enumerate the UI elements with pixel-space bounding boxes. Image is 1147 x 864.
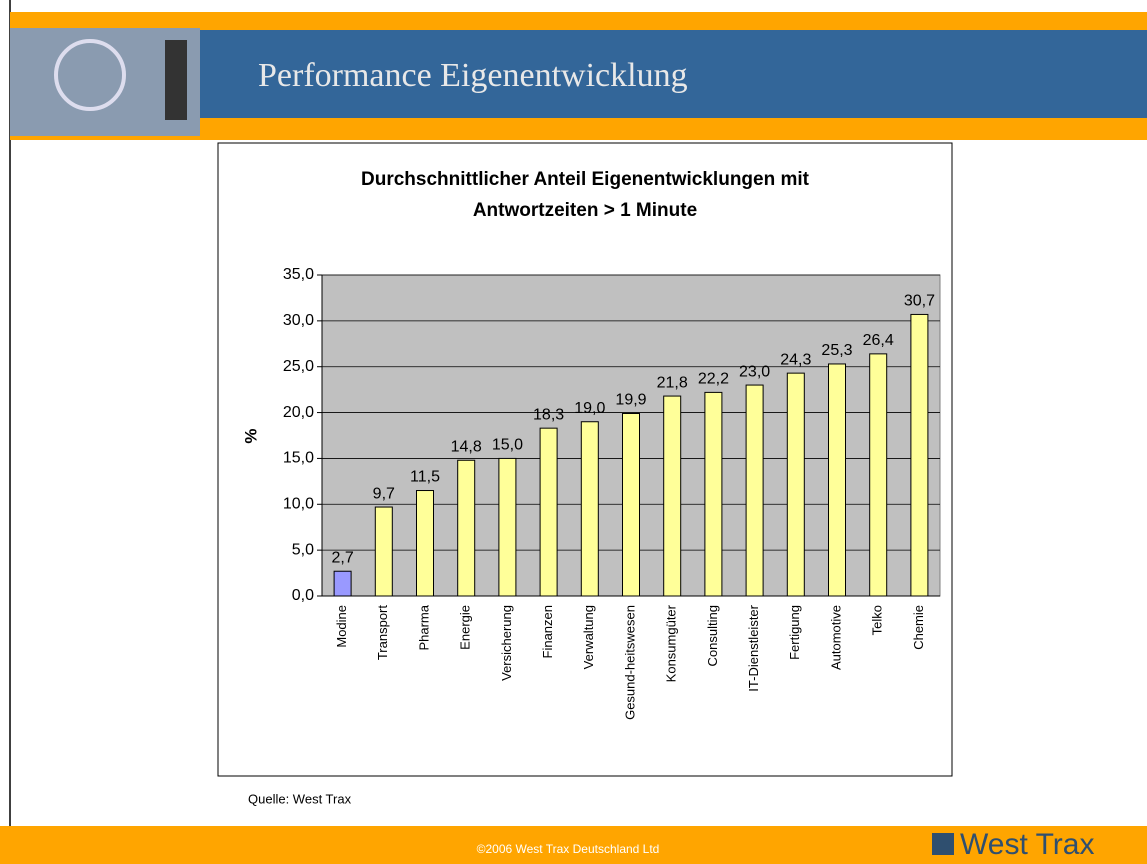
- y-tick-label: 15,0: [283, 450, 314, 467]
- value-label: 14,8: [451, 438, 482, 455]
- bar: [622, 412, 640, 597]
- bar: [663, 395, 682, 597]
- y-tick-label: 25,0: [283, 358, 314, 375]
- bar: [333, 570, 352, 597]
- value-label: 11,5: [410, 469, 440, 486]
- top-stripe: [10, 12, 1147, 30]
- value-label: 19,0: [574, 400, 605, 417]
- y-axis-label: %: [241, 428, 260, 443]
- logo-text: West Trax: [960, 828, 1094, 861]
- y-tick-label: 30,0: [283, 312, 314, 329]
- bar: [539, 427, 558, 597]
- y-tick-label: 20,0: [283, 404, 314, 421]
- value-label: 25,3: [821, 342, 852, 359]
- y-tick-label: 10,0: [283, 496, 314, 513]
- bar: [580, 421, 599, 597]
- x-tick-label: Chemie: [911, 605, 926, 650]
- y-tick-label: 0,0: [292, 587, 314, 604]
- value-label: 24,3: [780, 351, 811, 368]
- value-label: 2,7: [331, 549, 353, 566]
- y-tick-label: 5,0: [292, 541, 314, 558]
- x-tick-label: Konsumgüter: [664, 604, 679, 682]
- value-label: 19,9: [615, 392, 646, 409]
- value-label: 15,0: [492, 437, 523, 454]
- logo-icon: [932, 833, 954, 855]
- bar: [416, 490, 434, 597]
- x-tick-label: Energie: [458, 605, 473, 650]
- y-tick-label: 35,0: [283, 266, 314, 283]
- value-label: 26,4: [863, 332, 894, 349]
- photo-figure: [165, 40, 187, 120]
- x-tick-label: Transport: [375, 605, 390, 661]
- bar: [910, 313, 929, 597]
- x-tick-label: Gesund-heitswesen: [622, 605, 637, 720]
- source: Quelle: West Trax: [248, 791, 352, 806]
- photo-glasses: [54, 39, 126, 111]
- x-tick-label: IT-Dienstleister: [746, 604, 761, 691]
- bar: [457, 459, 476, 597]
- bar: [374, 506, 393, 597]
- value-label: 23,0: [739, 363, 770, 380]
- value-label: 30,7: [904, 293, 935, 310]
- x-tick-label: Verwaltung: [581, 605, 596, 669]
- x-tick-label: Finanzen: [540, 605, 555, 658]
- value-label: 22,2: [698, 371, 729, 388]
- x-tick-label: Fertigung: [787, 605, 802, 660]
- copyright: ©2006 West Trax Deutschland Ltd: [477, 842, 660, 856]
- x-tick-label: Consulting: [705, 605, 720, 666]
- bar: [745, 384, 764, 597]
- bar: [786, 372, 805, 597]
- bar: [704, 391, 723, 597]
- bar: [828, 363, 846, 597]
- chart-title: Durchschnittlicher Anteil Eigenentwicklu…: [361, 169, 810, 221]
- value-label: 18,3: [533, 406, 564, 423]
- x-tick-label: Pharma: [416, 604, 431, 650]
- x-tick-label: Modine: [334, 605, 349, 648]
- value-label: 9,7: [373, 485, 395, 502]
- footer-band: [0, 826, 1147, 864]
- x-tick-label: Telko: [870, 605, 885, 635]
- slide-title: Performance Eigenentwicklung: [258, 57, 688, 94]
- header-stripe: [10, 118, 1147, 140]
- x-tick-label: Automotive: [828, 605, 843, 670]
- bar: [869, 353, 888, 597]
- bar: [498, 457, 517, 597]
- x-tick-label: Versicherung: [499, 605, 514, 681]
- value-label: 21,8: [657, 374, 688, 391]
